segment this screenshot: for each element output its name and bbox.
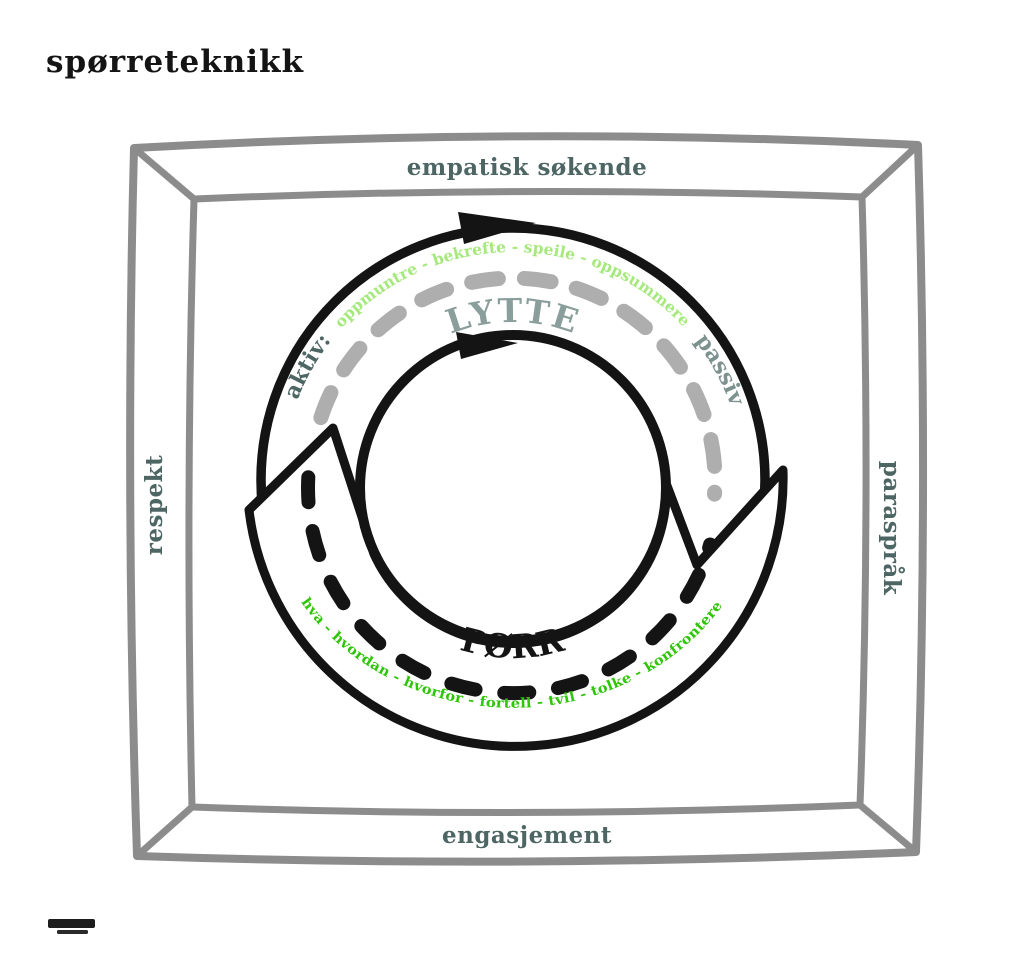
frame-corner-connectors: [130, 141, 922, 860]
inner-cycle-circle: [355, 330, 671, 646]
lytte-dashed-path: [313, 270, 723, 502]
frame-label-top: empatisk søkende: [407, 154, 648, 181]
inner-arrow-tip-icon: [456, 332, 518, 359]
frame-label-bottom: engasjement: [442, 822, 612, 849]
watermark-logo: [48, 919, 95, 934]
sporre-dashed-path: [301, 470, 718, 701]
lytte-arrow-tip-icon: [458, 212, 536, 244]
frame-label-left: respekt: [141, 455, 168, 555]
frame-label-right: paraspråk: [878, 461, 905, 596]
page-title: spørreteknikk: [46, 44, 305, 80]
